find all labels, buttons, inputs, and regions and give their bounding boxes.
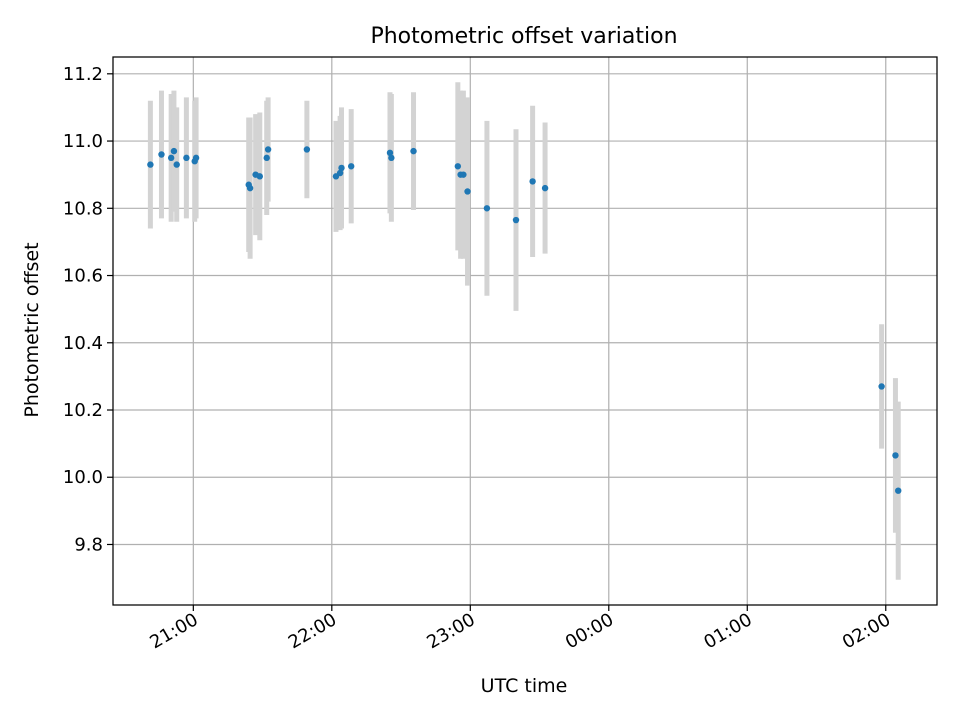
point-layer — [147, 146, 902, 494]
data-point — [192, 154, 200, 162]
data-point — [529, 178, 536, 185]
y-tick-label: 10.4 — [63, 333, 103, 354]
data-point — [246, 184, 254, 192]
data-point — [263, 154, 270, 162]
y-tick-label: 10.2 — [63, 400, 103, 421]
axes-frame — [112, 56, 938, 606]
data-point — [167, 154, 175, 162]
y-tick-layer: 9.8 10.0 10.2 10.4 10.6 10.8 11.0 11.2 — [63, 64, 113, 555]
data-point — [303, 146, 311, 153]
y-axis-label: Photometric offset — [21, 242, 43, 417]
data-point — [170, 147, 178, 155]
data-point — [256, 173, 263, 180]
data-point — [541, 184, 549, 192]
data-point — [454, 163, 462, 170]
data-point — [183, 154, 190, 162]
data-point — [460, 171, 467, 178]
x-axis-label: UTC time — [481, 675, 568, 697]
data-point — [892, 452, 899, 459]
data-point — [464, 188, 471, 195]
data-point — [264, 146, 272, 153]
data-point — [388, 154, 395, 162]
data-point — [878, 383, 885, 390]
y-tick-label: 10.6 — [63, 266, 103, 287]
data-point — [410, 147, 417, 155]
data-point — [895, 487, 902, 494]
y-tick-label: 11.0 — [63, 131, 103, 152]
data-point — [512, 216, 520, 224]
y-tick-label: 11.2 — [63, 64, 103, 85]
data-point — [336, 169, 344, 177]
data-point — [338, 164, 345, 172]
data-point — [386, 149, 394, 157]
data-point — [158, 151, 165, 158]
data-point — [483, 205, 491, 212]
data-point — [173, 161, 180, 168]
y-tick-label: 9.8 — [74, 534, 103, 555]
y-tick-label: 10.8 — [63, 198, 103, 219]
y-tick-label: 10.0 — [63, 467, 103, 488]
data-point — [347, 163, 355, 170]
data-point — [147, 161, 154, 168]
chart-title: Photometric offset variation — [370, 24, 677, 49]
